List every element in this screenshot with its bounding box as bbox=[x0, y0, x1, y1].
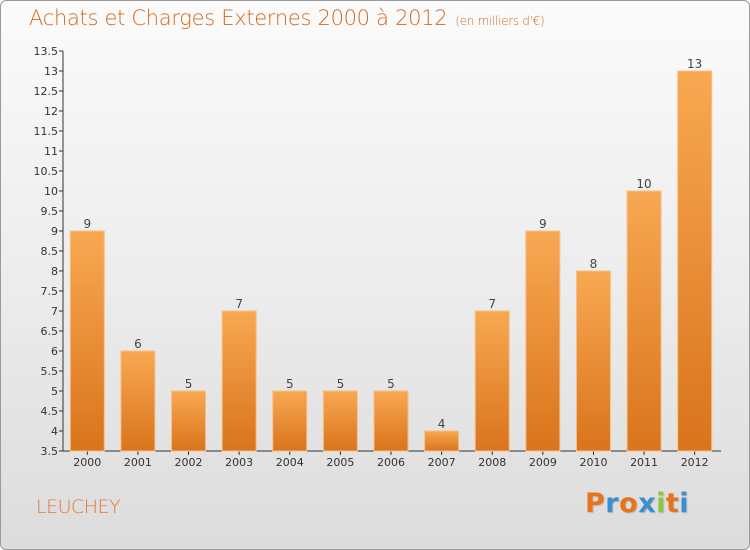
x-tick-label: 2000 bbox=[73, 456, 101, 469]
x-tick-label: 2007 bbox=[428, 456, 456, 469]
bar-value-label: 13 bbox=[687, 57, 702, 71]
y-tick-label: 11 bbox=[44, 145, 58, 158]
bar-value-label: 5 bbox=[387, 377, 395, 391]
y-tick-label: 12.5 bbox=[34, 85, 59, 98]
y-tick-label: 4 bbox=[51, 425, 58, 438]
x-tick-label: 2005 bbox=[326, 456, 354, 469]
bar bbox=[272, 390, 308, 452]
bar-value-label: 5 bbox=[286, 377, 294, 391]
bar-value-label: 9 bbox=[539, 217, 547, 231]
data-labels: 9 6 5 7 5 5 5 4 7 9 8 10 13 bbox=[83, 57, 702, 431]
x-tick-label: 2010 bbox=[579, 456, 607, 469]
x-tick-label: 2001 bbox=[124, 456, 152, 469]
y-tick-label: 7.5 bbox=[41, 285, 59, 298]
brand-letter: x bbox=[638, 488, 657, 519]
y-tick-label: 10 bbox=[44, 185, 58, 198]
bar bbox=[373, 390, 409, 452]
brand-letter: i bbox=[656, 488, 666, 519]
bar bbox=[525, 230, 561, 452]
bar bbox=[626, 190, 662, 452]
bar-value-label: 7 bbox=[235, 297, 243, 311]
chart-subtitle: (en milliers d'€) bbox=[455, 14, 545, 28]
bar bbox=[677, 70, 713, 452]
y-tick-label: 12 bbox=[44, 105, 58, 118]
bar-value-label: 5 bbox=[185, 377, 193, 391]
chart-title-text: Achats et Charges Externes 2000 à 2012 bbox=[29, 6, 448, 30]
bar bbox=[322, 390, 358, 452]
y-tick-label: 13.5 bbox=[34, 45, 59, 58]
x-tick-label: 2011 bbox=[630, 456, 658, 469]
proxiti-logo[interactable]: Proxiti bbox=[585, 488, 689, 519]
brand-letter: o bbox=[619, 488, 639, 519]
brand-letter: t bbox=[665, 488, 680, 519]
bar bbox=[171, 390, 207, 452]
bar-value-label: 8 bbox=[590, 257, 598, 271]
y-tick-label: 9.5 bbox=[41, 205, 59, 218]
bar-value-label: 4 bbox=[438, 417, 446, 431]
bar-value-label: 10 bbox=[636, 177, 651, 191]
x-tick-label: 2008 bbox=[478, 456, 506, 469]
y-tick-label: 10.5 bbox=[34, 165, 59, 178]
bar-value-label: 5 bbox=[337, 377, 345, 391]
bar bbox=[575, 270, 611, 452]
x-tick-label: 2004 bbox=[276, 456, 304, 469]
x-tick-label: 2006 bbox=[377, 456, 405, 469]
bar-value-label: 7 bbox=[488, 297, 496, 311]
x-tick-label: 2003 bbox=[225, 456, 253, 469]
y-tick-label: 6.5 bbox=[41, 325, 59, 338]
x-tick-label: 2002 bbox=[175, 456, 203, 469]
y-tick-label: 9 bbox=[51, 225, 58, 238]
axes: 3.5 4 4.5 5 5.5 6 6.5 7 7.5 8 8.5 9 9.5 10 10.5 11 11.5 1… bbox=[34, 45, 721, 469]
y-tick-label: 7 bbox=[51, 305, 58, 318]
bars bbox=[69, 70, 713, 452]
brand-letter: i bbox=[679, 488, 690, 519]
brand-letter: P bbox=[585, 488, 606, 519]
y-tick-label: 5.5 bbox=[41, 365, 59, 378]
y-tick-label: 11.5 bbox=[34, 125, 59, 138]
x-tick-label: 2012 bbox=[681, 456, 709, 469]
brand-letter: r bbox=[605, 488, 620, 519]
bar bbox=[424, 430, 460, 452]
y-tick-label: 4.5 bbox=[41, 405, 59, 418]
bar bbox=[221, 310, 257, 452]
y-tick-label: 8 bbox=[51, 265, 58, 278]
bar bbox=[120, 350, 156, 452]
place-name: LEUCHEY bbox=[36, 496, 121, 518]
chart-title: Achats et Charges Externes 2000 à 2012 (e… bbox=[29, 6, 545, 30]
bar bbox=[474, 310, 510, 452]
y-tick-label: 3.5 bbox=[41, 445, 59, 458]
bar bbox=[69, 230, 105, 452]
y-tick-label: 6 bbox=[51, 345, 58, 358]
bar-value-label: 6 bbox=[134, 337, 142, 351]
y-tick-label: 8.5 bbox=[41, 245, 59, 258]
y-tick-label: 5 bbox=[51, 385, 58, 398]
y-tick-label: 13 bbox=[44, 65, 58, 78]
bar-value-label: 9 bbox=[83, 217, 91, 231]
x-tick-label: 2009 bbox=[529, 456, 557, 469]
